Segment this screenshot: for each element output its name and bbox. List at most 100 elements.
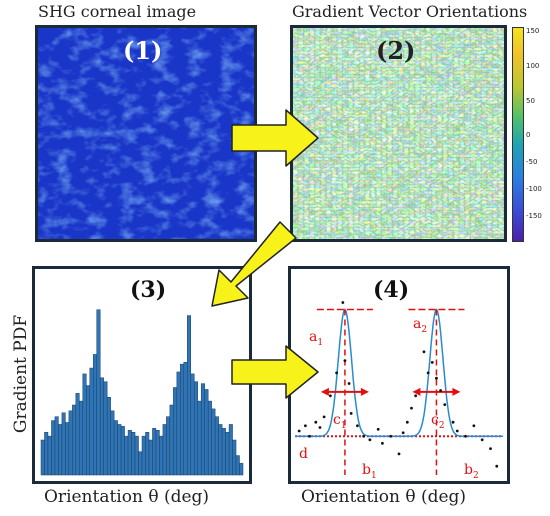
histogram-bar	[44, 431, 49, 476]
orientation-texture	[293, 28, 504, 239]
histogram-bar	[65, 422, 70, 476]
histogram-bar	[225, 431, 230, 476]
data-point	[489, 447, 492, 450]
colorbar-tick: 100	[526, 62, 540, 70]
data-point	[451, 420, 455, 424]
histogram-bar	[89, 367, 94, 476]
data-point	[356, 424, 359, 428]
colorbar-tick: -100	[526, 185, 542, 193]
histogram-bar	[235, 455, 240, 476]
fit-panel: (4) a1 a2 c1 c2 d b1 b2	[288, 266, 510, 484]
arrowhead	[360, 387, 369, 396]
data-point	[430, 360, 434, 364]
data-point	[405, 420, 409, 424]
histogram-bar	[117, 424, 122, 476]
label-b2: b2	[464, 462, 479, 481]
histogram-bar	[207, 400, 212, 476]
histogram-bar	[173, 387, 178, 476]
histogram-panel: (3)	[32, 266, 252, 484]
histogram-bar	[124, 435, 129, 476]
data-point	[480, 438, 484, 442]
data-point	[349, 412, 353, 415]
data-point	[328, 394, 332, 398]
histogram-bar	[232, 439, 237, 476]
fit-curve	[295, 308, 503, 438]
colorbar-tick: 50	[526, 97, 535, 105]
histogram-bar	[92, 354, 97, 476]
panel-label-2: (2)	[376, 36, 416, 65]
arrowhead	[320, 387, 329, 396]
histogram-bar	[211, 408, 216, 476]
data-point	[410, 406, 413, 410]
panel-label-3: (3)	[130, 277, 167, 303]
histogram-bar	[40, 439, 45, 476]
data-point	[495, 464, 499, 468]
histogram-bar	[176, 371, 181, 476]
data-point	[341, 301, 345, 304]
histogram-chart	[40, 309, 244, 476]
histogram-bar	[190, 373, 195, 476]
histogram-bar	[148, 439, 153, 476]
histogram-bar	[169, 404, 174, 476]
x-axis-label-4: Orientation θ (deg)	[301, 487, 467, 507]
data-point	[414, 394, 418, 398]
histogram-bar	[127, 430, 132, 476]
data-point	[304, 424, 307, 428]
label-a2: a2	[413, 316, 428, 335]
data-point	[439, 389, 442, 392]
histogram-bar	[72, 404, 77, 476]
data-point	[335, 371, 338, 375]
histogram-bar	[103, 381, 108, 476]
histogram-bar	[228, 424, 233, 476]
histogram-bar	[58, 424, 63, 476]
data-point	[380, 441, 384, 445]
shg-texture	[38, 28, 254, 239]
data-point	[389, 434, 393, 438]
histogram-bar	[141, 435, 146, 476]
label-d: d	[299, 446, 308, 462]
data-point	[435, 376, 438, 380]
histogram-bar	[180, 363, 185, 476]
data-point	[347, 382, 351, 385]
histogram-bar	[68, 410, 73, 476]
colorbar-tick: -150	[526, 212, 542, 220]
histogram-bar	[110, 410, 115, 476]
data-point	[397, 452, 401, 456]
histogram-bar	[134, 435, 139, 476]
label-a1: a1	[309, 329, 324, 348]
histogram-bar	[96, 309, 101, 476]
histogram-bar	[218, 424, 223, 476]
histogram-bar	[75, 393, 80, 476]
data-point	[443, 403, 447, 406]
histogram-bar	[47, 435, 52, 476]
histogram-bar	[113, 420, 118, 476]
data-point	[362, 434, 366, 438]
histogram-bar	[61, 412, 66, 476]
histogram-bar	[82, 373, 87, 476]
histogram-bar	[131, 431, 136, 476]
histogram-bar	[51, 420, 56, 476]
arrowhead	[412, 387, 421, 396]
data-point	[422, 350, 426, 354]
histogram-bar	[214, 416, 219, 476]
histogram-bar	[54, 416, 59, 476]
fit-chart	[295, 301, 503, 475]
y-axis-label-3: Gradient PDF	[11, 314, 32, 434]
histogram-bar	[155, 430, 160, 476]
panel2-title: Gradient Vector Orientations	[292, 2, 528, 21]
histogram-bar	[239, 463, 244, 476]
data-point	[308, 434, 311, 438]
histogram-bar	[193, 381, 198, 476]
x-axis-label-3: Orientation θ (deg)	[44, 487, 210, 507]
histogram-bar	[86, 385, 91, 476]
histogram-bar	[200, 383, 205, 476]
histogram-bar	[79, 400, 84, 476]
gradient-orientation-panel: (2)	[290, 25, 507, 242]
colorbar-tick: 150	[526, 27, 540, 35]
histogram-bar	[106, 396, 111, 476]
data-point	[322, 415, 326, 419]
data-point	[318, 426, 322, 429]
panel-label-1: (1)	[123, 36, 163, 65]
data-point	[343, 359, 347, 362]
colorbar-tick: -50	[526, 158, 538, 166]
